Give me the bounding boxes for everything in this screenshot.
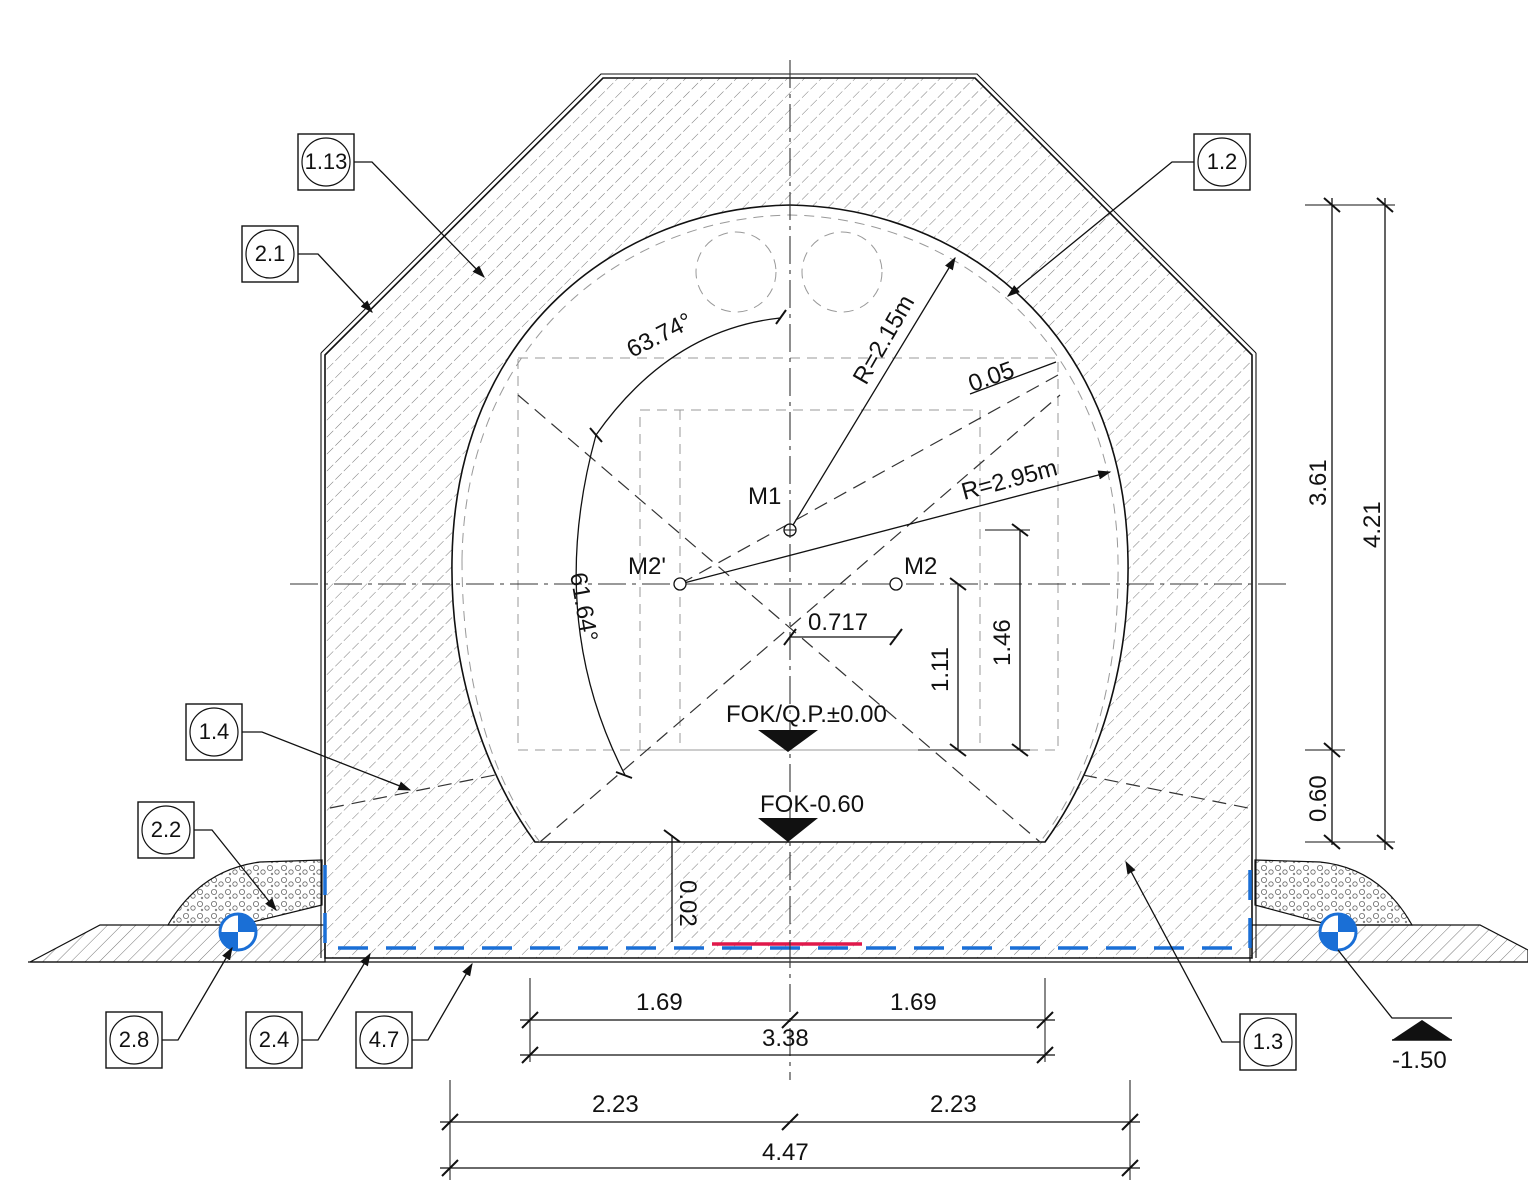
svg-text:1.13: 1.13 [305, 149, 348, 174]
offset-0717-label: 0.717 [808, 609, 868, 636]
waterproofing-membrane [323, 865, 1252, 950]
drawing-labels: 63.74° 61.64° R=2.15m R=2.95m 0.05 M1 M2… [564, 291, 1447, 1166]
drain-pipe-right [1318, 912, 1358, 952]
gravel-fill [166, 859, 1414, 926]
dim-361-label: 3.61 [1305, 459, 1332, 506]
svg-text:2.1: 2.1 [255, 241, 286, 266]
dim-inner-right: 1.69 [890, 989, 937, 1016]
dim-060-label: 0.60 [1305, 775, 1332, 822]
svg-text:1.2: 1.2 [1207, 149, 1238, 174]
offset-005-label: 0.05 [965, 356, 1018, 397]
construction-lines [517, 374, 1061, 843]
dim-outer-total: 4.47 [762, 1139, 809, 1166]
clearance-profiles [517, 231, 1059, 751]
tag-4-7: 4.7 [355, 1011, 413, 1069]
tag-2-2: 2.2 [137, 801, 195, 859]
tag-2-1: 2.1 [241, 225, 299, 283]
dim-002-label: 0.02 [674, 880, 701, 927]
svg-text:2.2: 2.2 [151, 817, 182, 842]
angle-arcs [575, 309, 787, 779]
center-points [673, 523, 903, 591]
svg-text:2.8: 2.8 [119, 1027, 150, 1052]
level-markers [758, 730, 1452, 1041]
tag-1-3: 1.3 [1239, 1013, 1297, 1071]
centerlines [290, 60, 1290, 1080]
angle-side-label: 61.64° [564, 570, 603, 643]
dim-146-label: 1.46 [989, 619, 1016, 666]
tag-1-4: 1.4 [185, 703, 243, 761]
dim-inner-total: 3.38 [762, 1025, 809, 1052]
svg-text:2.4: 2.4 [259, 1027, 290, 1052]
callout-tags: 1.13 2.1 1.2 1.4 2.2 2.8 [105, 133, 1297, 1071]
dim-421-label: 4.21 [1359, 501, 1386, 548]
center-m2-left-label: M2' [628, 553, 666, 580]
dim-inner-left: 1.69 [636, 989, 683, 1016]
leader-lines [162, 161, 1452, 1043]
tag-2-8: 2.8 [105, 1011, 163, 1069]
svg-text:1.3: 1.3 [1253, 1029, 1284, 1054]
level-fok-label: FOK-0.60 [760, 791, 864, 818]
radius-lines [679, 256, 1112, 585]
drain-pipe-left [218, 912, 258, 952]
svg-text:4.7: 4.7 [369, 1027, 400, 1052]
svg-text:1.4: 1.4 [199, 719, 230, 744]
level-ground-label: -1.50 [1392, 1047, 1447, 1074]
bottom-dimensions [440, 978, 1140, 1180]
dim-outer-left: 2.23 [592, 1091, 639, 1118]
tag-2-4: 2.4 [245, 1011, 303, 1069]
level-qp-label: FOK/Q.P.±0.00 [726, 701, 887, 728]
center-m1-label: M1 [748, 483, 781, 510]
dim-111-label: 1.11 [927, 647, 954, 692]
center-m2-right-label: M2 [904, 553, 937, 580]
right-dimensions [1305, 197, 1395, 850]
dim-outer-right: 2.23 [930, 1091, 977, 1118]
tag-1-13: 1.13 [297, 133, 355, 191]
internal-dimensions [663, 523, 1030, 942]
angle-top-label: 63.74° [622, 308, 696, 364]
tag-1-2: 1.2 [1193, 133, 1251, 191]
